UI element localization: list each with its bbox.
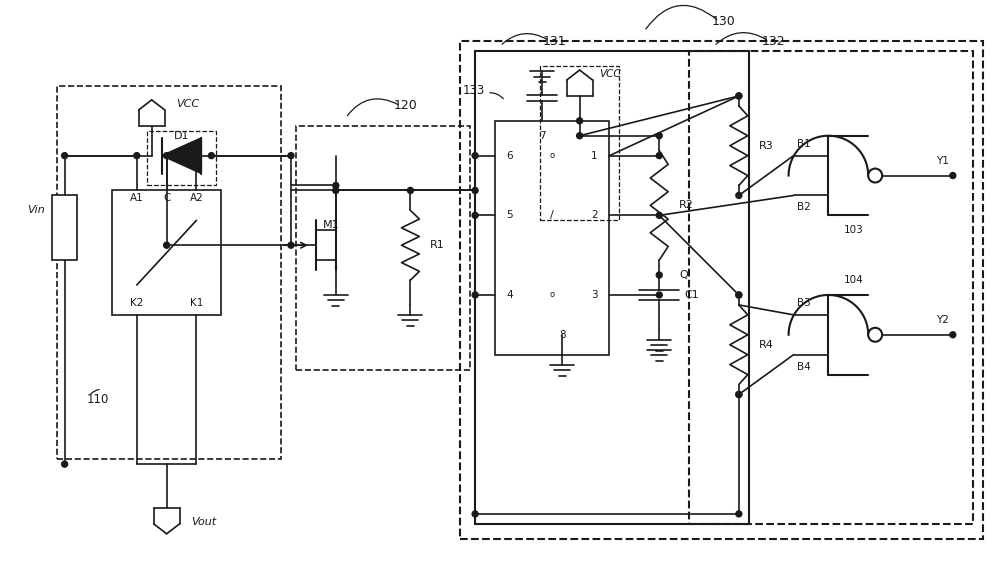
Text: 104: 104: [843, 275, 863, 285]
Text: B2: B2: [797, 202, 810, 212]
Circle shape: [656, 133, 662, 139]
Text: 120: 120: [394, 99, 417, 112]
Bar: [57, 86, 281, 459]
Circle shape: [288, 152, 294, 159]
Text: VCC: VCC: [600, 69, 621, 79]
Text: o: o: [550, 290, 555, 300]
Circle shape: [736, 292, 742, 298]
Text: 4: 4: [507, 290, 513, 300]
Text: 133: 133: [463, 85, 485, 97]
Circle shape: [472, 212, 478, 218]
Bar: [112, 190, 221, 315]
Text: Q: Q: [679, 270, 688, 280]
Text: R3: R3: [759, 141, 773, 151]
Text: C: C: [163, 193, 170, 204]
Text: B3: B3: [797, 298, 810, 308]
Text: 1: 1: [591, 151, 598, 160]
Circle shape: [950, 172, 956, 178]
Circle shape: [193, 152, 199, 159]
Circle shape: [577, 118, 583, 124]
Circle shape: [208, 152, 214, 159]
Circle shape: [736, 392, 742, 397]
Circle shape: [333, 187, 339, 193]
Text: C1: C1: [684, 290, 699, 300]
Text: K1: K1: [190, 298, 203, 308]
Circle shape: [134, 152, 140, 159]
Circle shape: [736, 511, 742, 517]
Text: Vout: Vout: [191, 517, 217, 527]
Bar: [495, 121, 609, 355]
Text: R2: R2: [679, 201, 694, 210]
Text: 103: 103: [843, 225, 863, 235]
Text: A1: A1: [130, 193, 144, 204]
Circle shape: [736, 392, 742, 397]
Text: 130: 130: [712, 15, 736, 28]
Circle shape: [62, 152, 68, 159]
Text: 131: 131: [543, 34, 567, 48]
Circle shape: [333, 182, 339, 189]
Circle shape: [577, 133, 583, 139]
Circle shape: [656, 152, 662, 159]
Text: Vin: Vin: [27, 205, 45, 216]
Circle shape: [164, 152, 170, 159]
Circle shape: [736, 93, 742, 99]
Bar: [460, 41, 983, 539]
Text: /: /: [550, 210, 554, 220]
Text: B1: B1: [797, 139, 810, 149]
Text: D1: D1: [174, 131, 189, 141]
Bar: [475, 51, 749, 524]
Text: VCC: VCC: [177, 99, 200, 109]
Circle shape: [407, 187, 413, 193]
Text: R4: R4: [759, 340, 774, 350]
Circle shape: [62, 461, 68, 467]
Text: 3: 3: [591, 290, 598, 300]
Circle shape: [736, 93, 742, 99]
Text: 110: 110: [87, 393, 109, 406]
Circle shape: [656, 212, 662, 218]
Bar: [147, 131, 216, 186]
Text: B4: B4: [797, 362, 810, 371]
Circle shape: [656, 272, 662, 278]
Circle shape: [950, 332, 956, 338]
Circle shape: [736, 193, 742, 198]
Circle shape: [472, 511, 478, 517]
Polygon shape: [162, 138, 201, 174]
Circle shape: [472, 292, 478, 298]
Circle shape: [656, 292, 662, 298]
Circle shape: [868, 168, 882, 182]
Circle shape: [288, 242, 294, 248]
Text: Y2: Y2: [936, 315, 949, 325]
Text: A2: A2: [190, 193, 203, 204]
Text: 8: 8: [559, 330, 566, 340]
Text: 5: 5: [507, 210, 513, 220]
Circle shape: [736, 292, 742, 298]
Bar: [689, 51, 973, 524]
Text: K2: K2: [130, 298, 143, 308]
Circle shape: [472, 152, 478, 159]
Bar: [52, 196, 77, 260]
Text: o: o: [550, 151, 555, 160]
Text: 7: 7: [539, 131, 546, 141]
Circle shape: [472, 187, 478, 193]
Text: 132: 132: [762, 34, 785, 48]
Bar: [540, 66, 619, 220]
Bar: [296, 126, 470, 370]
Circle shape: [868, 328, 882, 342]
Text: Y1: Y1: [936, 156, 949, 166]
Text: 2: 2: [591, 210, 598, 220]
Text: 6: 6: [507, 151, 513, 160]
Text: M1: M1: [323, 220, 339, 231]
Circle shape: [164, 242, 170, 248]
Text: R1: R1: [430, 240, 445, 250]
